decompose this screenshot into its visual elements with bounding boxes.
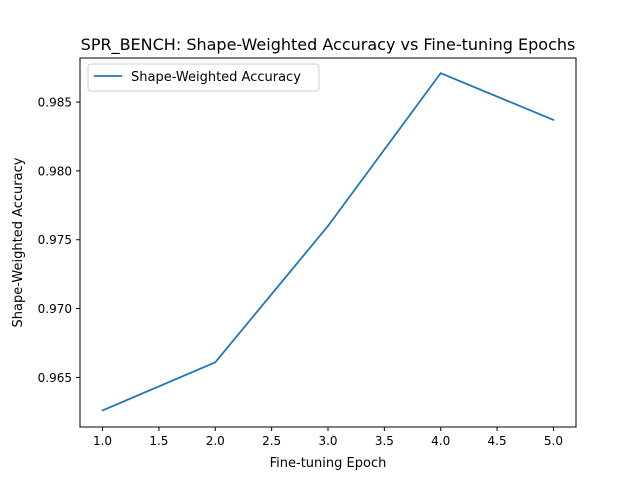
x-tick-label: 3.5 — [375, 434, 394, 448]
data-point — [439, 72, 442, 75]
x-tick-label: 4.5 — [488, 434, 507, 448]
plot-frame — [79, 57, 577, 428]
x-tick-label: 5.0 — [544, 434, 563, 448]
plot-area — [80, 58, 576, 427]
y-axis-label: Shape-Weighted Accuracy — [11, 157, 26, 327]
data-point — [327, 225, 329, 227]
chart-title: SPR_BENCH: Shape-Weighted Accuracy vs Fi… — [81, 35, 576, 55]
x-axis-label: Fine-tuning Epoch — [270, 456, 387, 471]
legend-box — [87, 63, 320, 92]
y-tick-label: 0.975 — [38, 233, 72, 247]
series-layer — [101, 72, 555, 412]
y-axis-ticks: 0.965 0.970 0.975 0.980 0.985 — [38, 96, 80, 385]
x-tick-label: 3.0 — [318, 434, 337, 448]
x-tick-label: 1.0 — [93, 434, 112, 448]
y-tick-label: 0.970 — [38, 302, 72, 316]
x-tick-label: 2.0 — [206, 434, 225, 448]
x-tick-label: 2.5 — [262, 434, 281, 448]
x-tick-label: 1.5 — [149, 434, 168, 448]
y-tick-label: 0.965 — [38, 371, 72, 385]
y-tick-label: 0.985 — [38, 96, 72, 110]
x-axis-ticks: 1.0 1.5 2.0 2.5 3.0 3.5 4.0 4.5 5.0 — [93, 427, 563, 448]
data-point — [552, 119, 555, 121]
legend-entry-label: Shape-Weighted Accuracy — [131, 70, 301, 85]
data-point — [101, 409, 104, 412]
x-tick-label: 4.0 — [431, 434, 450, 448]
data-point — [214, 361, 217, 364]
legend: Shape-Weighted Accuracy — [87, 63, 320, 92]
y-tick-label: 0.980 — [38, 164, 72, 178]
